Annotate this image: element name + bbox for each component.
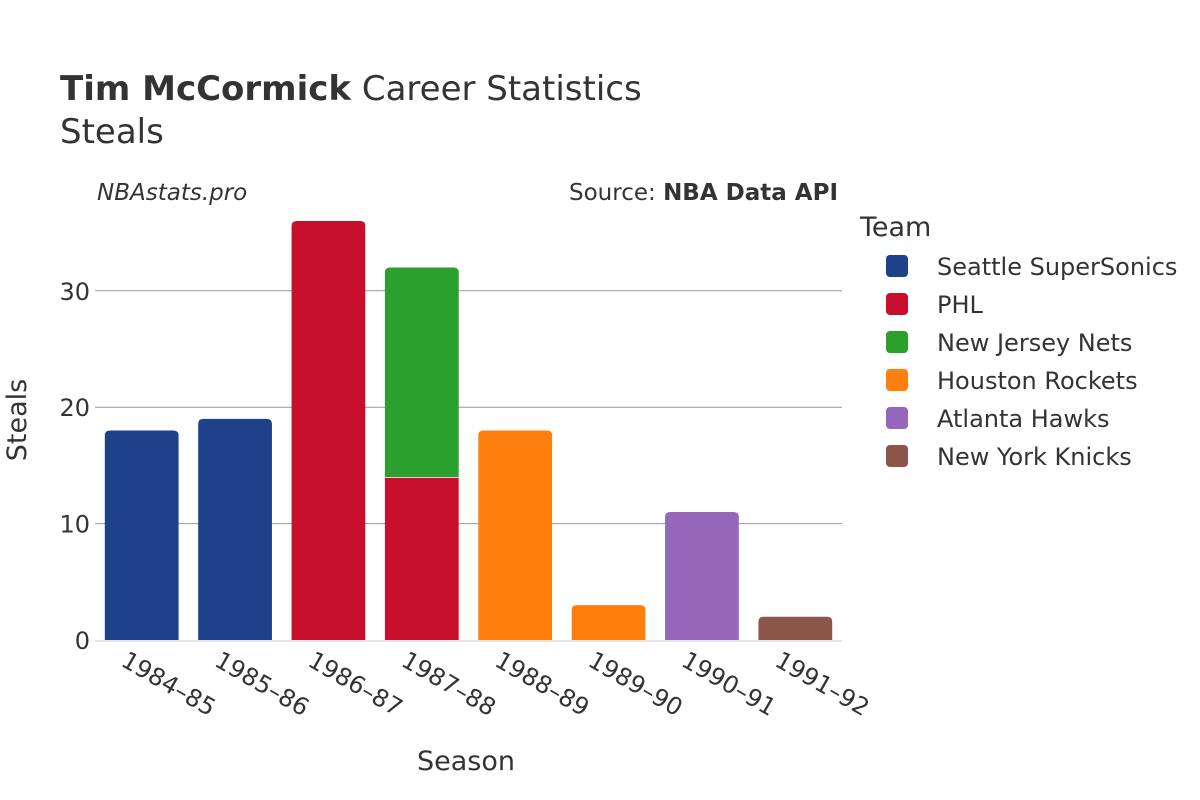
bar-1985–86-seattle-supersonics xyxy=(198,418,272,640)
x-tick-label: 1989–90 xyxy=(584,646,688,722)
chart-title: Tim McCormick Career Statistics xyxy=(60,69,642,109)
bar-1984–85-seattle-supersonics xyxy=(104,430,179,640)
legend-swatch xyxy=(886,445,908,467)
x-tick-label: 1988–89 xyxy=(490,646,594,722)
legend-label: Houston Rockets xyxy=(937,367,1138,395)
x-axis-label: Season xyxy=(417,746,515,777)
bars-layer xyxy=(104,220,833,640)
source-prefix: Source: xyxy=(569,180,663,206)
legend-label: PHL xyxy=(937,291,984,319)
source-name: NBA Data API xyxy=(663,180,838,206)
y-axis-label: Steals xyxy=(2,379,33,461)
bar-1990–91-atlanta-hawks xyxy=(665,511,739,640)
watermark: NBAstats.pro xyxy=(97,180,247,206)
y-tick-label: 10 xyxy=(59,511,90,539)
legend-label: New Jersey Nets xyxy=(937,329,1132,357)
bar-1986–87-phl xyxy=(291,220,366,640)
title-player: Tim McCormick xyxy=(60,69,352,109)
legend-swatch xyxy=(886,369,908,391)
legend-label: New York Knicks xyxy=(937,443,1132,471)
legend-title: Team xyxy=(859,212,931,243)
bar-1987–88-new-jersey-nets xyxy=(384,267,459,478)
x-tick-label: 1986–87 xyxy=(303,646,407,722)
legend-label: Seattle SuperSonics xyxy=(937,253,1177,281)
title-suffix: Career Statistics xyxy=(351,69,642,109)
legend-swatch xyxy=(886,331,908,353)
ticks-layer: 0 10 20 30 1984–851985–861986–871987–881988–… xyxy=(59,278,874,722)
legend-swatch xyxy=(886,407,908,429)
legend: Seattle SuperSonics PHL New Jersey Nets Hou… xyxy=(886,253,1177,471)
legend-swatch xyxy=(886,293,908,315)
y-tick-label: 20 xyxy=(59,394,90,422)
legend-swatch xyxy=(886,255,908,277)
x-tick-label: 1991–92 xyxy=(770,646,874,722)
y-tick-label: 0 xyxy=(75,627,90,655)
x-tick-label: 1987–88 xyxy=(397,646,501,722)
x-tick-label: 1990–91 xyxy=(677,646,781,722)
source-credit: Source: NBA Data API xyxy=(569,180,838,206)
bar-1987–88-phl xyxy=(384,477,459,640)
bar-1989–90-houston-rockets xyxy=(571,605,646,640)
x-tick-label: 1985–86 xyxy=(210,646,314,722)
bar-1988–89-houston-rockets xyxy=(478,430,553,640)
legend-label: Atlanta Hawks xyxy=(937,405,1110,433)
x-tick-label: 1984–85 xyxy=(117,646,221,722)
chart-subtitle: Steals xyxy=(60,112,164,152)
bar-1991–92-new-york-knicks xyxy=(758,616,833,640)
y-tick-label: 30 xyxy=(59,278,90,306)
